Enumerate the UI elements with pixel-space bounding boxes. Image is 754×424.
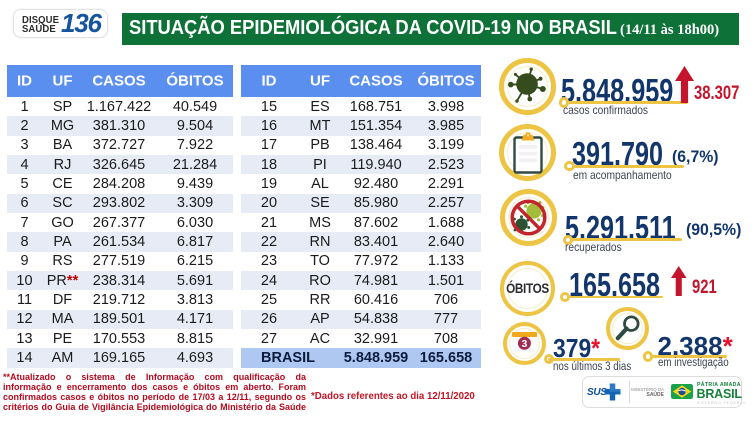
- svg-text:3: 3: [521, 338, 527, 350]
